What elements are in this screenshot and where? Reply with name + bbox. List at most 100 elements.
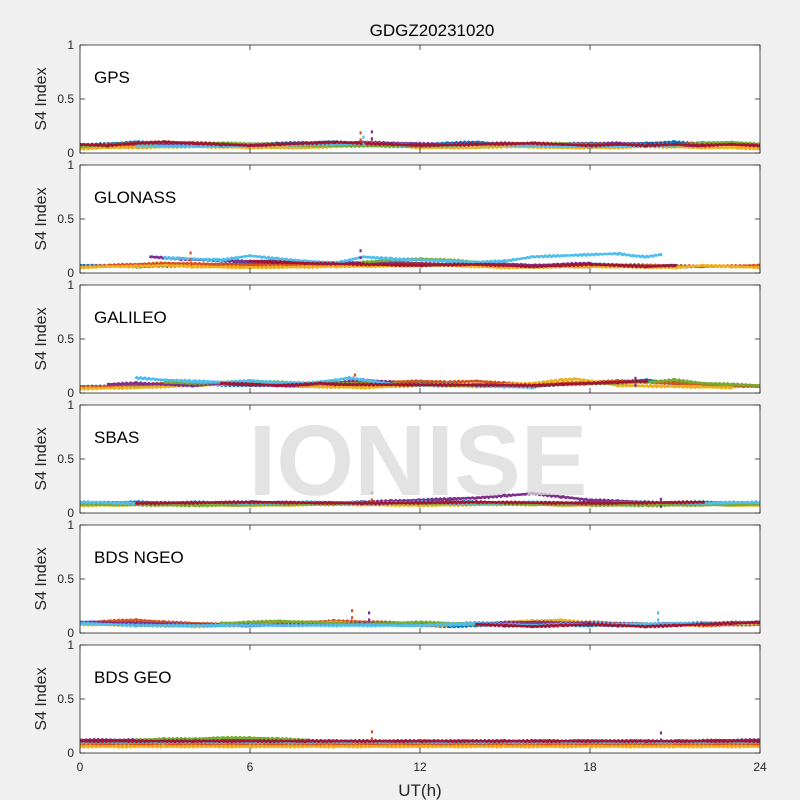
data-point [106,382,110,386]
data-point [248,500,252,504]
series-trail [163,251,663,266]
data-point [333,264,337,269]
data-point [673,744,677,749]
data-point [248,379,252,383]
spike-marker [659,731,663,735]
panel-3: 0 0.5 1 S4 Index SBAS [33,398,761,520]
data-point [361,501,365,505]
panel-label: GPS [94,68,130,87]
data-point [531,264,535,269]
series-trail [220,379,648,388]
data-point [673,381,677,385]
data-point [106,264,110,269]
series-2 [80,744,760,749]
y-tick-label: 0 [67,146,74,160]
series-6 [80,140,760,148]
axes-background [80,45,760,153]
data-point [248,259,252,263]
data-layer [80,609,760,629]
series-6 [220,379,649,388]
data-point [220,736,224,740]
data-point [446,497,450,501]
y-tick-label: 0.5 [57,452,74,466]
data-point [531,624,535,629]
data-point [560,623,564,628]
y-axis-label: S4 Index [33,427,50,490]
panel-2: 0 0.5 1 S4 Index GALILEO [33,278,761,400]
panel-0: 0 0.5 1 S4 Index GPS [33,38,761,160]
y-tick-label: 1 [67,158,74,172]
data-point [475,496,479,500]
data-point [106,143,110,147]
data-point [418,379,422,383]
spike-marker [370,137,374,141]
data-point [390,257,394,261]
series-6 [80,739,760,744]
data-point [588,381,592,385]
panel-label: GALILEO [94,308,167,327]
y-tick-label: 1 [67,278,74,292]
data-point [418,623,422,628]
data-point [588,622,592,627]
data-point [191,379,195,383]
spike-marker [370,498,374,502]
data-point [333,378,337,382]
data-point [305,141,309,145]
spike-marker [370,737,374,741]
data-point [588,498,592,502]
spike-marker [359,138,362,142]
data-point [616,380,620,384]
data-point [361,386,365,390]
data-point [305,261,309,265]
data-point [730,140,734,144]
data-point [106,622,110,627]
x-tick-label: 24 [753,760,767,774]
data-point [220,262,224,266]
data-point [135,381,139,385]
panels: 0 0.5 1 S4 Index GPS 0 0.5 1 S4 Index GLONASS 0 0.5… [33,38,767,774]
data-point [560,618,564,622]
y-tick-label: 1 [67,38,74,52]
spike-marker [362,135,365,139]
axes-background [80,285,760,393]
data-point [276,142,280,146]
data-point [361,255,365,259]
data-point [248,620,252,624]
data-point [319,381,323,385]
data-point [574,377,578,381]
data-point [191,141,195,145]
y-tick-label: 1 [67,398,74,412]
axes-background [80,645,760,753]
data-point [135,141,139,145]
x-axis-label: UT(h) [398,781,441,800]
data-point [446,622,450,627]
data-point [560,142,564,146]
data-point [701,622,705,627]
data-point [390,142,394,146]
data-point [163,140,167,144]
panel-label: SBAS [94,428,139,447]
data-point [163,256,167,260]
data-point [730,386,734,390]
data-layer [80,730,760,749]
data-point [531,739,535,743]
data-point [305,382,309,386]
data-point [701,143,705,147]
data-point [701,500,705,504]
data-point [645,255,649,259]
data-point [659,253,663,257]
y-axis-label: S4 Index [33,187,50,250]
spike-marker [659,738,663,742]
data-point [701,381,705,385]
data-point [333,744,337,749]
data-point [503,744,507,749]
data-point [616,252,620,256]
data-point [588,744,592,749]
data-point [531,620,535,624]
spike-marker [362,142,365,146]
data-point [645,379,649,383]
y-tick-label: 0 [67,506,74,520]
spike-marker [634,383,637,387]
data-point [220,381,224,385]
data-point [616,623,620,628]
